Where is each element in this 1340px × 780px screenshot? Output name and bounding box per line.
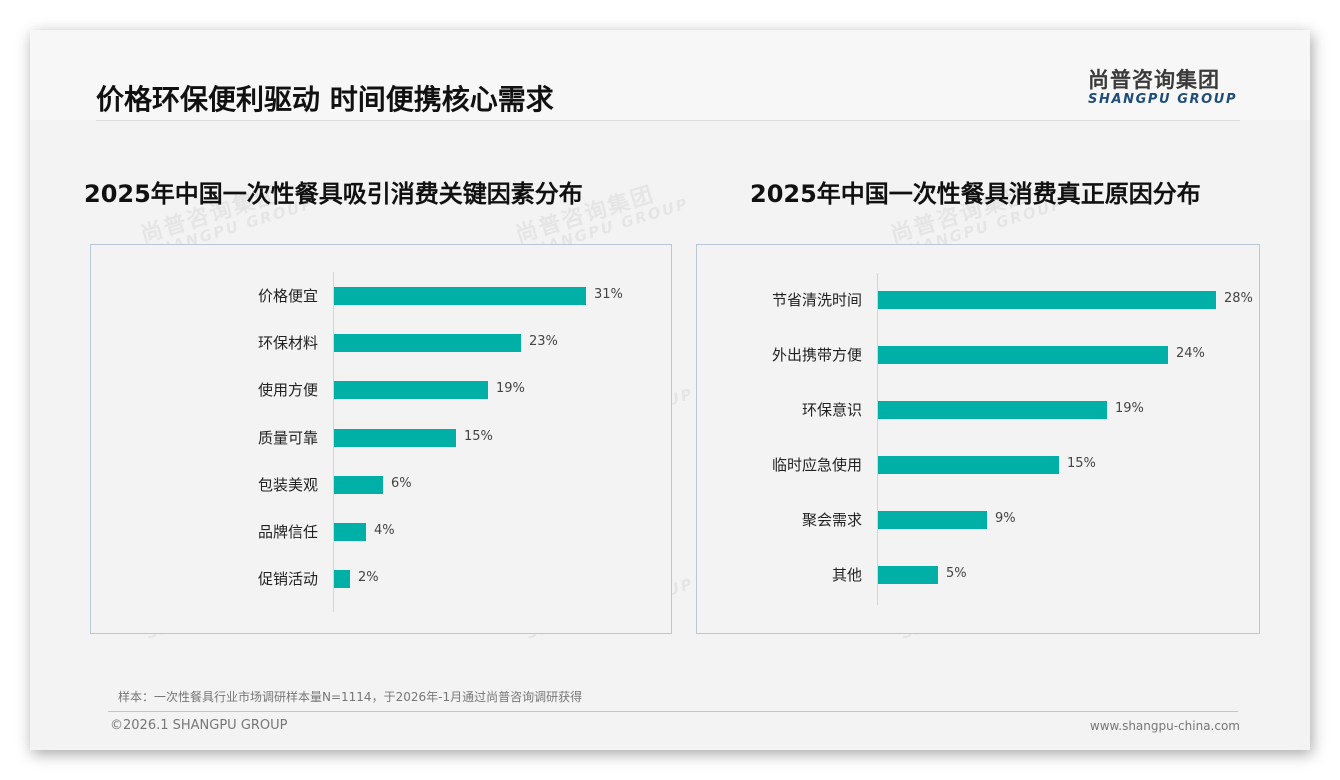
value-label: 9% <box>995 511 1016 526</box>
bar-row: 促销活动 2% <box>91 570 671 589</box>
logo-cn-text: 尚普咨询集团 <box>1088 68 1220 92</box>
copyright: ©2026.1 SHANGPU GROUP <box>110 718 288 733</box>
bar <box>334 523 366 541</box>
value-label: 4% <box>374 523 395 538</box>
y-axis-line <box>333 272 334 612</box>
value-label: 15% <box>1067 456 1096 471</box>
logo-en-text: SHANGPU GROUP <box>1088 92 1238 107</box>
category-label: 节省清洗时间 <box>771 291 862 309</box>
slide-header-band <box>30 30 1310 120</box>
bar-row: 价格便宜 31% <box>91 287 671 305</box>
bar-row: 环保意识 19% <box>697 401 1259 419</box>
value-label: 2% <box>358 570 379 586</box>
bar-row: 质量可靠 15% <box>91 428 671 447</box>
category-label: 环保意识 <box>801 401 862 419</box>
bar <box>878 511 987 529</box>
bar <box>334 381 488 400</box>
sample-footnote: 样本：一次性餐具行业市场调研样本量N=1114，于2026年-1月通过尚普咨询调… <box>118 690 583 704</box>
category-label: 品牌信任 <box>257 523 318 541</box>
value-label: 23% <box>529 334 558 350</box>
footer-divider <box>108 711 1238 712</box>
bar <box>334 428 456 447</box>
category-label: 使用方便 <box>257 381 318 400</box>
y-axis-line <box>877 273 878 605</box>
category-label: 环保材料 <box>257 334 318 353</box>
bar-row: 其他 5% <box>697 566 1259 584</box>
category-label: 临时应急使用 <box>771 456 862 474</box>
bar-row: 节省清洗时间 28% <box>697 291 1259 309</box>
category-label: 质量可靠 <box>257 428 318 447</box>
value-label: 15% <box>464 428 493 444</box>
bar <box>878 566 938 584</box>
bar <box>878 456 1059 474</box>
bar-row: 聚会需求 9% <box>697 511 1259 529</box>
category-label: 外出携带方便 <box>771 346 862 364</box>
website-link[interactable]: www.shangpu-china.com <box>1089 719 1240 733</box>
slide: 尚普咨询集团 SHANGPU GROUP 尚普咨询集团 SHANGPU GROUP … <box>30 30 1310 750</box>
bar <box>334 334 521 353</box>
bar <box>334 287 586 305</box>
bar-row: 外出携带方便 24% <box>697 346 1259 364</box>
bar-row: 使用方便 19% <box>91 381 671 400</box>
category-label: 促销活动 <box>257 570 318 589</box>
page-title: 价格环保便利驱动 时间便携核心需求 <box>96 83 554 116</box>
value-label: 5% <box>946 566 967 581</box>
bar <box>878 401 1107 419</box>
bar-row: 包装美观 6% <box>91 475 671 494</box>
left-chart-panel: 价格便宜 31% 环保材料 23% 使用方便 19% 质量可靠 15% 包装美观 6% 品牌信任 4%… <box>90 244 672 634</box>
company-logo: 尚普咨询集团 SHANGPU GROUP <box>1088 64 1248 107</box>
left-chart-title: 2025年中国一次性餐具吸引消费关键因素分布 <box>84 180 583 208</box>
value-label: 31% <box>594 287 623 302</box>
bar-row: 品牌信任 4% <box>91 523 671 541</box>
bar <box>878 291 1216 309</box>
value-label: 19% <box>1115 401 1144 416</box>
category-label: 包装美观 <box>257 475 318 494</box>
bar <box>334 570 350 589</box>
bar-row: 临时应急使用 15% <box>697 456 1259 474</box>
value-label: 28% <box>1224 291 1253 306</box>
bar-row: 环保材料 23% <box>91 334 671 353</box>
bar <box>334 475 383 494</box>
value-label: 24% <box>1176 346 1205 361</box>
bar <box>878 346 1168 364</box>
title-divider <box>96 120 1240 121</box>
value-label: 19% <box>496 381 525 397</box>
right-chart-panel: 节省清洗时间 28% 外出携带方便 24% 环保意识 19% 临时应急使用 15% 聚会需求 9%… <box>696 244 1260 634</box>
category-label: 价格便宜 <box>257 287 318 305</box>
value-label: 6% <box>391 475 412 491</box>
right-chart-title: 2025年中国一次性餐具消费真正原因分布 <box>750 180 1201 208</box>
category-label: 聚会需求 <box>801 511 862 529</box>
category-label: 其他 <box>831 566 862 584</box>
